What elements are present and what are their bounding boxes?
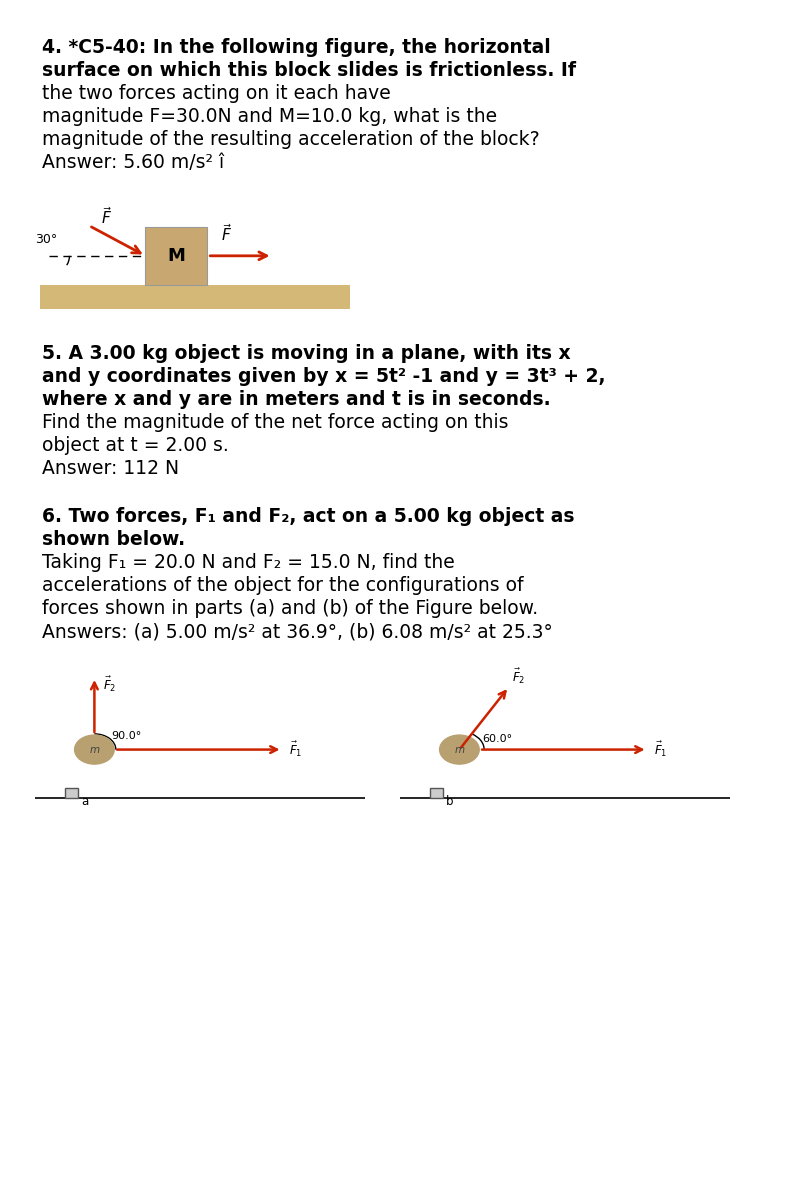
Bar [40,284,350,308]
Text: $\vec{F}$: $\vec{F}$ [221,223,231,245]
Text: $\vec{F}_1$: $\vec{F}_1$ [654,740,667,760]
Text: Answer: 112 N: Answer: 112 N [42,458,179,478]
Text: b: b [446,794,453,808]
Bar [65,788,78,798]
Text: 5. A 3.00 kg object is moving in a plane, with its x: 5. A 3.00 kg object is moving in a plane… [42,344,570,362]
Text: the two forces acting on it each have: the two forces acting on it each have [42,84,391,103]
Text: Find the magnitude of the net force acting on this: Find the magnitude of the net force acti… [42,413,508,432]
Text: Answers: (a) 5.00 m/s² at 36.9°, (b) 6.08 m/s² at 25.3°: Answers: (a) 5.00 m/s² at 36.9°, (b) 6.0… [42,622,553,641]
Text: m: m [90,744,99,755]
Text: 6. Two forces, F₁ and F₂, act on a 5.00 kg object as: 6. Two forces, F₁ and F₂, act on a 5.00 … [42,506,574,526]
Text: 90.0°: 90.0° [111,731,141,742]
Text: m: m [454,744,465,755]
Text: Taking F₁ = 20.0 N and F₂ = 15.0 N, find the: Taking F₁ = 20.0 N and F₂ = 15.0 N, find… [42,553,455,572]
Circle shape [74,736,114,764]
Text: M: M [167,247,185,265]
Text: object at t = 2.00 s.: object at t = 2.00 s. [42,436,229,455]
Circle shape [440,736,479,764]
Text: where x and y are in meters and t is in seconds.: where x and y are in meters and t is in … [42,390,550,409]
Bar [430,788,443,798]
Text: $\vec{F}$: $\vec{F}$ [100,206,112,227]
Text: 60.0°: 60.0° [482,733,512,744]
Text: $\vec{F}_1$: $\vec{F}_1$ [289,740,302,760]
Text: 30°: 30° [36,233,57,246]
Text: 4. *C5-40: In the following figure, the horizontal: 4. *C5-40: In the following figure, the … [42,38,551,56]
Bar [145,227,208,284]
Text: shown below.: shown below. [42,530,185,550]
Text: accelerations of the object for the configurations of: accelerations of the object for the conf… [42,576,524,595]
Text: $\vec{F}_2$: $\vec{F}_2$ [512,666,525,685]
Text: a: a [81,794,88,808]
Text: forces shown in parts (a) and (b) of the Figure below.: forces shown in parts (a) and (b) of the… [42,599,538,618]
Text: Answer: 5.60 m/s² î: Answer: 5.60 m/s² î [42,152,224,172]
Text: $\vec{F}_2$: $\vec{F}_2$ [103,674,116,694]
Text: magnitude F=30.0N and M=10.0 kg, what is the: magnitude F=30.0N and M=10.0 kg, what is… [42,107,497,126]
Text: magnitude of the resulting acceleration of the block?: magnitude of the resulting acceleration … [42,130,540,149]
Text: and y coordinates given by x = 5t² -1 and y = 3t³ + 2,: and y coordinates given by x = 5t² -1 an… [42,367,605,386]
Text: surface on which this block slides is frictionless. If: surface on which this block slides is fr… [42,61,576,80]
